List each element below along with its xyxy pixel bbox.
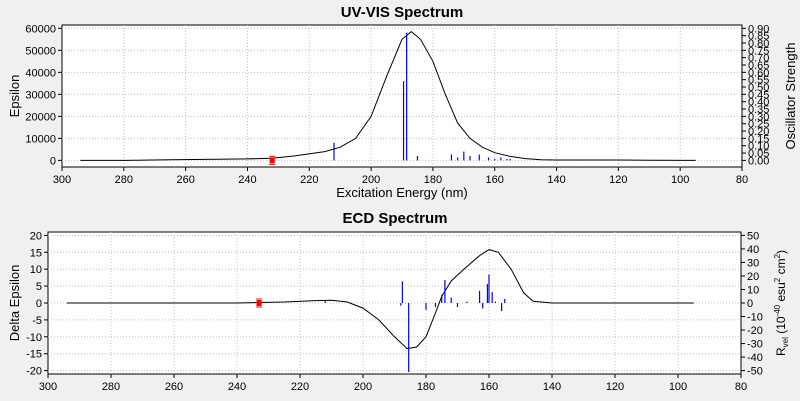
p1-y2-tick-label: 0.55 [748,75,769,87]
p1-y-tick-label: 30000 [25,89,56,101]
p1-y2-tick-label: 0.30 [748,111,769,123]
p2-x-tick-label: 180 [417,381,435,393]
p2-y-tick-label: 15 [30,247,42,259]
p2-x-tick-label: 100 [669,381,687,393]
p1-y2-tick-label: 0.45 [748,89,769,101]
p2-y2-tick-label: 0 [747,298,753,310]
p1-x-tick-label: 300 [53,174,71,186]
p1-y2-tick-label: 0.85 [748,31,769,43]
p1-y2-tick-label: 0.00 [748,155,769,167]
p1-x-tick-label: 160 [486,174,504,186]
p2-y2-tick-label: -40 [747,352,763,364]
p2-y-tick-label: 10 [30,264,42,276]
p2-x-tick-label: 260 [165,381,183,393]
p1-spectrum-curve [80,30,696,161]
p2-y-tick-label: -5 [32,315,42,327]
uvvis-y2-axis-label: Oscillator Strength [783,43,798,150]
p1-y2-tick-label: 0.65 [748,60,769,72]
p1-x-tick-label: 140 [547,174,565,186]
p1-y-tick-label: 50000 [25,45,56,57]
ecd-y-axis-label: Delta Epsilon [7,265,22,342]
p2-y-tick-label: 20 [30,230,42,242]
uvvis-plot-area[interactable] [61,24,743,168]
p1-y2-tick-label: 0.75 [748,45,769,57]
uvvis-x-ticks: 300 280 260 240 220 200 180 160 140 120 100 80 [53,167,748,186]
uvvis-grid [62,25,742,167]
p2-x-tick-label: 200 [354,381,372,393]
p1-y2-tick-label: 0.70 [748,53,769,65]
p1-x-tick-label: 240 [238,174,256,186]
p2-y-tick-label: 0 [36,298,42,310]
p2-y-tick-label: 5 [36,281,42,293]
p1-y2-tick-label: 0.15 [748,133,769,145]
ecd-title: ECD Spectrum [342,210,447,227]
p2-x-tick-label: 160 [480,381,498,393]
p1-y-tick-label: 20000 [25,111,56,123]
p2-y-tick-label: -10 [26,332,42,344]
p2-y2-tick-label: -50 [747,366,763,378]
p1-x-tick-label: 80 [736,174,748,186]
p1-y-tick-label: 60000 [25,23,56,35]
p2-x-tick-label: 300 [39,381,57,393]
p1-y2-tick-label: 0.10 [748,141,769,153]
p2-x-tick-label: 140 [543,381,561,393]
uvvis-title: UV-VIS Spectrum [341,4,464,21]
p1-y2-tick-label: 0.35 [748,104,769,116]
p1-y2-tick-label: 0.05 [748,148,769,160]
uvvis-marks [80,30,696,165]
p2-x-tick-label: 80 [735,381,747,393]
p2-x-tick-label: 220 [291,381,309,393]
p2-y2-tick-label: 40 [747,244,759,256]
p2-y2-tick-label: 10 [747,284,759,296]
p1-x-tick-label: 180 [424,174,442,186]
p2-y2-tick-label: 30 [747,257,759,269]
p1-y2-tick-label: 0.40 [748,97,769,109]
p1-y2-tick-label: 0.50 [748,82,769,94]
p1-red-marker [269,157,275,164]
p1-y2-tick-label: 0.90 [748,23,769,35]
p2-x-tick-label: 120 [606,381,624,393]
p2-red-marker [256,300,262,306]
p1-x-tick-label: 280 [115,174,133,186]
p2-y2-tick-label: -20 [747,325,763,337]
p2-y2-tick-label: 20 [747,271,759,283]
p2-y2-tick-label: -30 [747,339,763,351]
ecd-x-ticks: 300 280 260 240 220 200 180 160 140 120 100 80 [39,374,747,393]
p2-y2-tick-label: 50 [747,230,759,242]
p1-y2-tick-label: 0.20 [748,126,769,138]
p1-y2-tick-label: 0.60 [748,67,769,79]
uvvis-y2-ticks: 0.000.050.100.150.200.250.300.350.400.45… [742,23,769,167]
p2-y-tick-label: -20 [26,366,42,378]
p1-y-tick-label: 0 [50,155,56,167]
uvvis-x-axis-label: Excitation Energy (nm) [336,185,468,200]
p2-x-tick-label: 240 [228,381,246,393]
p2-spectrum-curve [66,249,694,350]
p1-x-tick-label: 200 [362,174,380,186]
p1-x-tick-label: 100 [671,174,689,186]
p1-y-tick-label: 40000 [25,67,56,79]
p2-y-tick-label: -15 [26,349,42,361]
p1-y2-tick-label: 0.25 [748,119,769,131]
ecd-marks [66,249,694,372]
p1-x-tick-label: 120 [609,174,627,186]
p1-x-tick-label: 220 [300,174,318,186]
uvvis-y-ticks: 0 10000 20000 30000 40000 50000 60000 [25,23,62,167]
ecd-y-ticks: -20 -15 -10 -5 0 5 10 15 20 [26,230,48,378]
p1-y-tick-label: 10000 [25,133,56,145]
uvvis-y-axis-label: Epsilon [7,75,22,118]
p1-y2-tick-label: 0.80 [748,38,769,50]
p1-x-tick-label: 260 [176,174,194,186]
p2-y2-tick-label: -10 [747,312,763,324]
ecd-y2-axis-label: Rvel (10-40 esu2 cm2) [773,250,790,356]
p2-x-tick-label: 280 [102,381,120,393]
